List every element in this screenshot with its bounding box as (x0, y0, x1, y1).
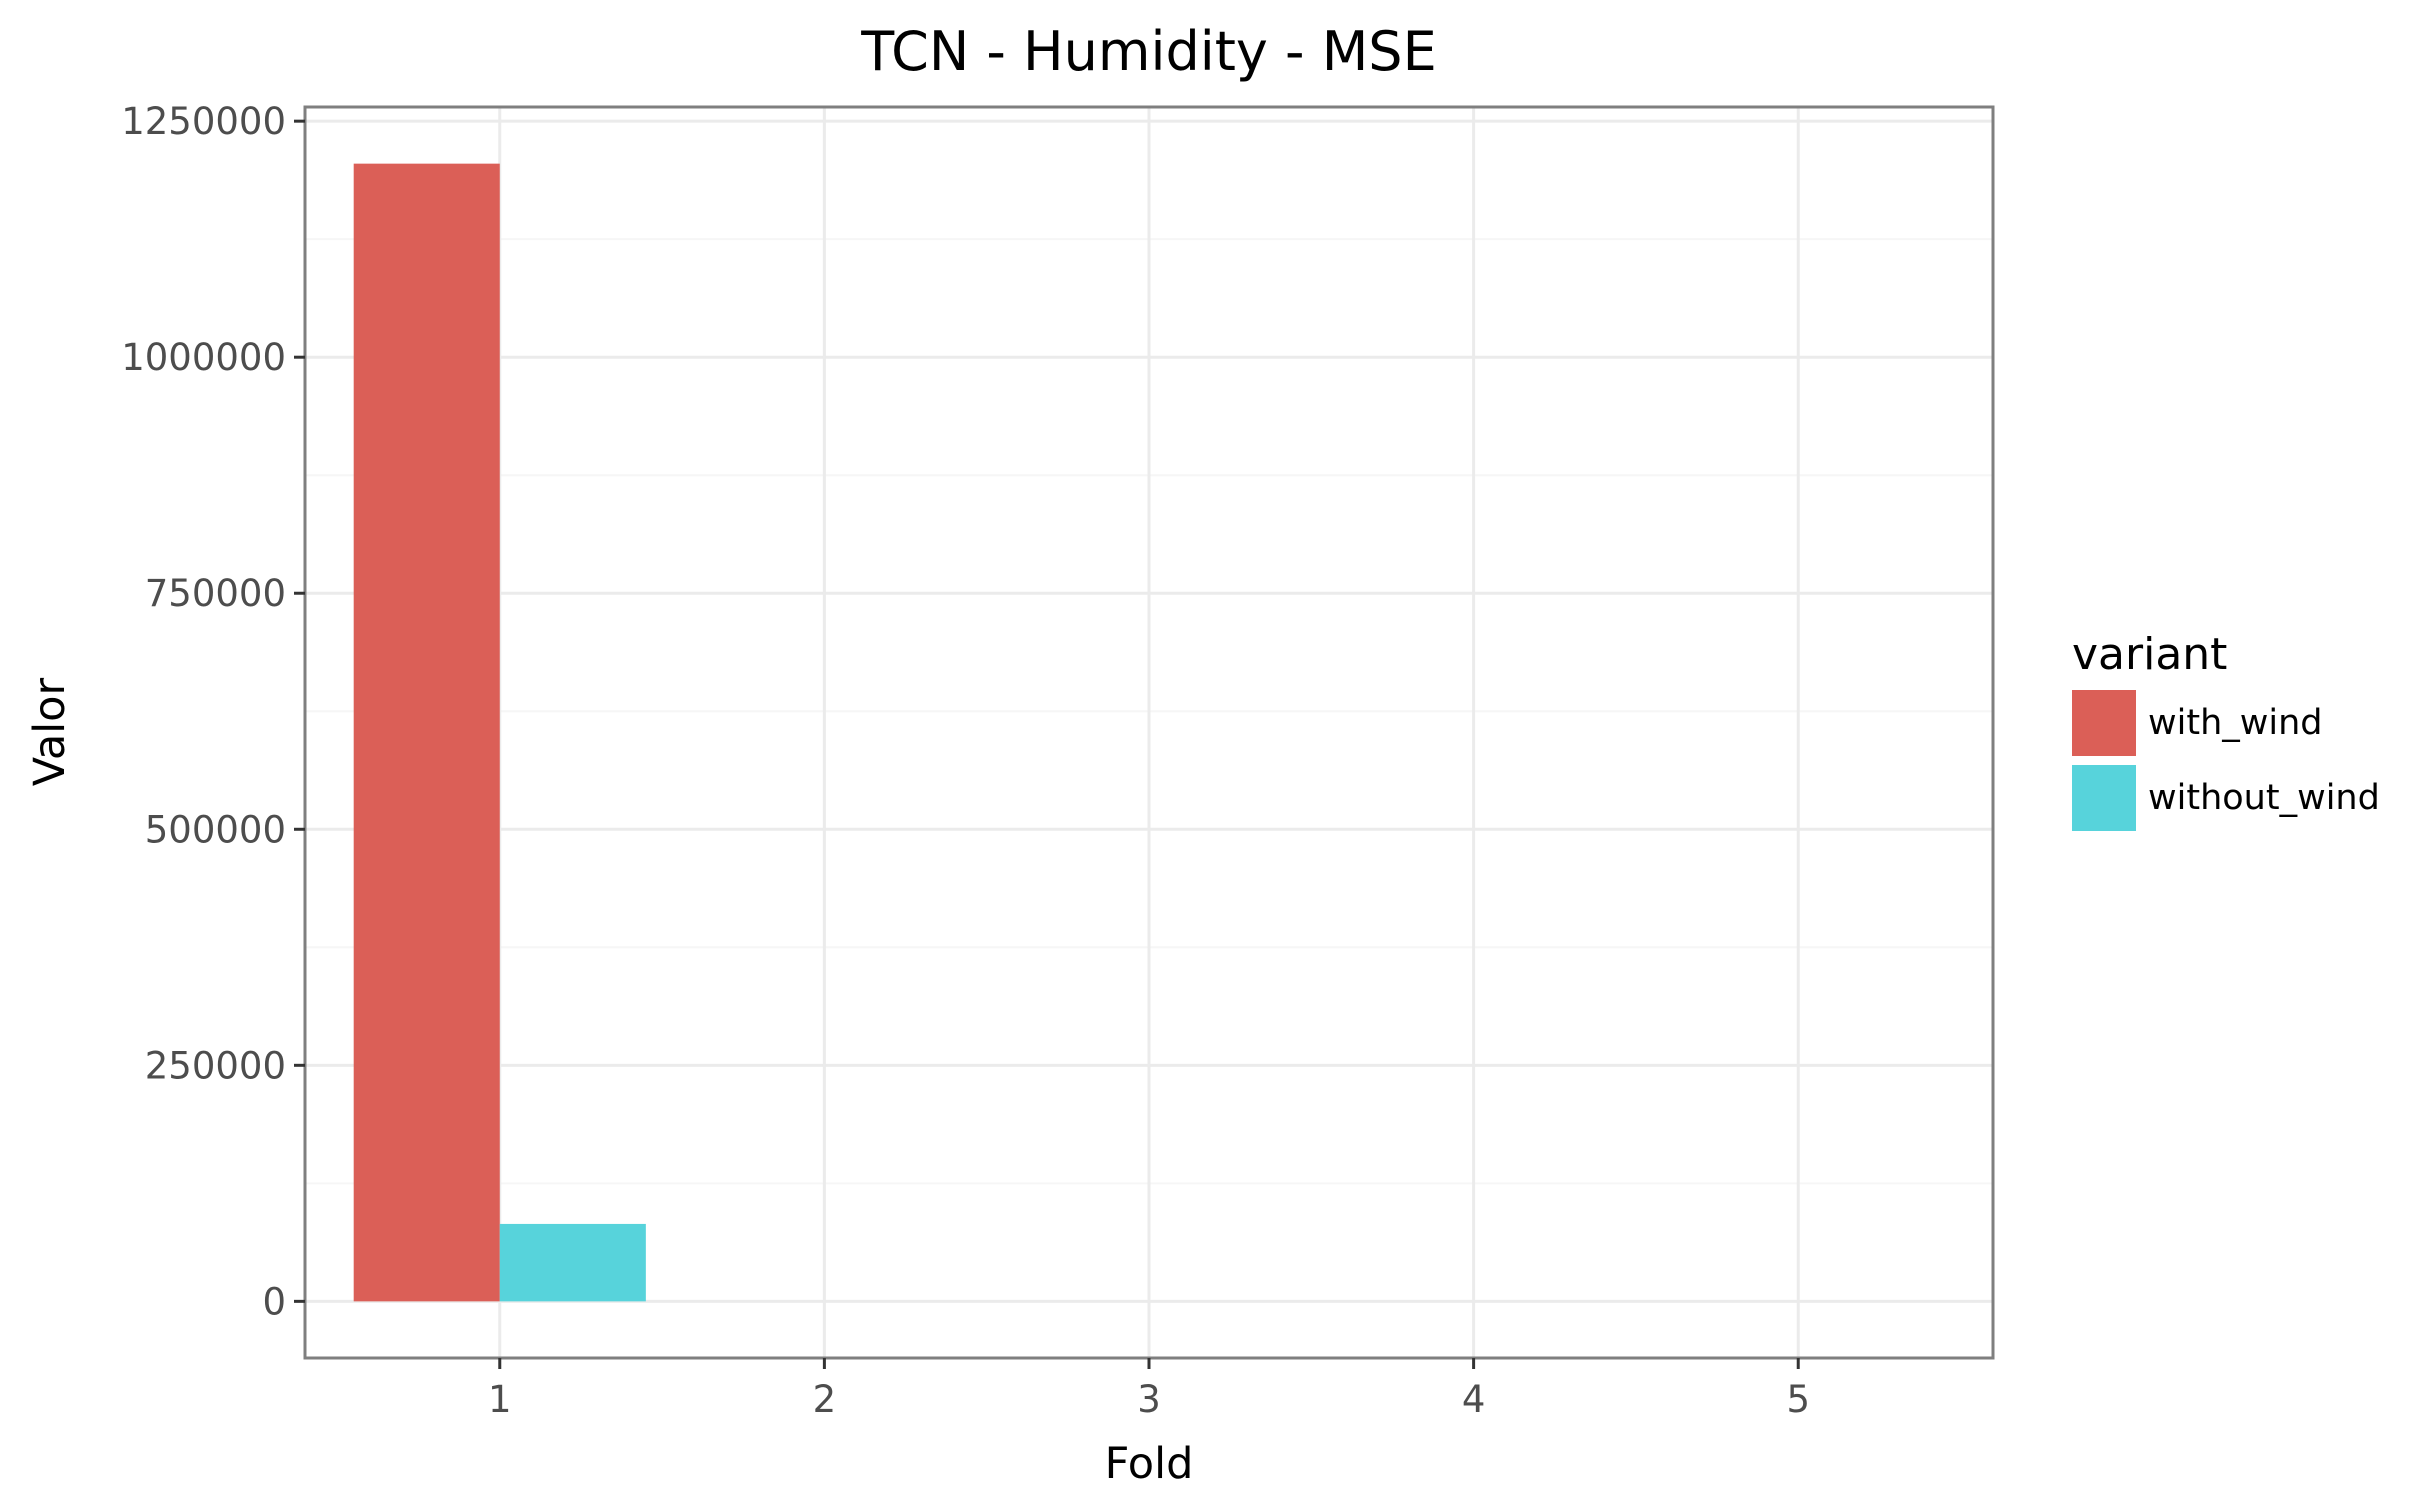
bar-with_wind-fold-1 (353, 163, 500, 1302)
x-tick-label: 5 (1786, 1378, 1810, 1421)
y-tick-label: 1250000 (121, 100, 286, 143)
chart-title: TCN - Humidity - MSE (860, 20, 1436, 83)
x-tick-label: 3 (1137, 1378, 1161, 1421)
x-tick-label: 4 (1462, 1378, 1486, 1421)
legend-key-without_wind (2072, 765, 2136, 831)
y-tick-label: 750000 (145, 572, 286, 615)
x-tick-label: 2 (813, 1378, 837, 1421)
legend-label-with_wind: with_wind (2148, 703, 2323, 743)
y-tick-label: 1000000 (121, 336, 286, 379)
y-tick-label: 500000 (145, 808, 286, 851)
grid (305, 107, 1993, 1358)
legend-label-without_wind: without_wind (2148, 778, 2380, 818)
bars (353, 163, 646, 1302)
y-axis: 0 250000 500000 750000 1000000 1250000 (121, 100, 305, 1323)
x-axis-title: Fold (1105, 1439, 1194, 1489)
bar-without_wind-fold-1 (499, 1223, 646, 1302)
legend: variant with_wind without_wind (2072, 629, 2380, 831)
y-tick-label: 0 (262, 1280, 286, 1323)
legend-title: variant (2072, 629, 2227, 680)
y-axis-title: Valor (25, 678, 75, 787)
x-tick-label: 1 (488, 1378, 512, 1421)
legend-key-with_wind (2072, 690, 2136, 756)
y-tick-label: 250000 (145, 1044, 286, 1087)
x-axis: 1 2 3 4 5 (488, 1358, 1810, 1421)
